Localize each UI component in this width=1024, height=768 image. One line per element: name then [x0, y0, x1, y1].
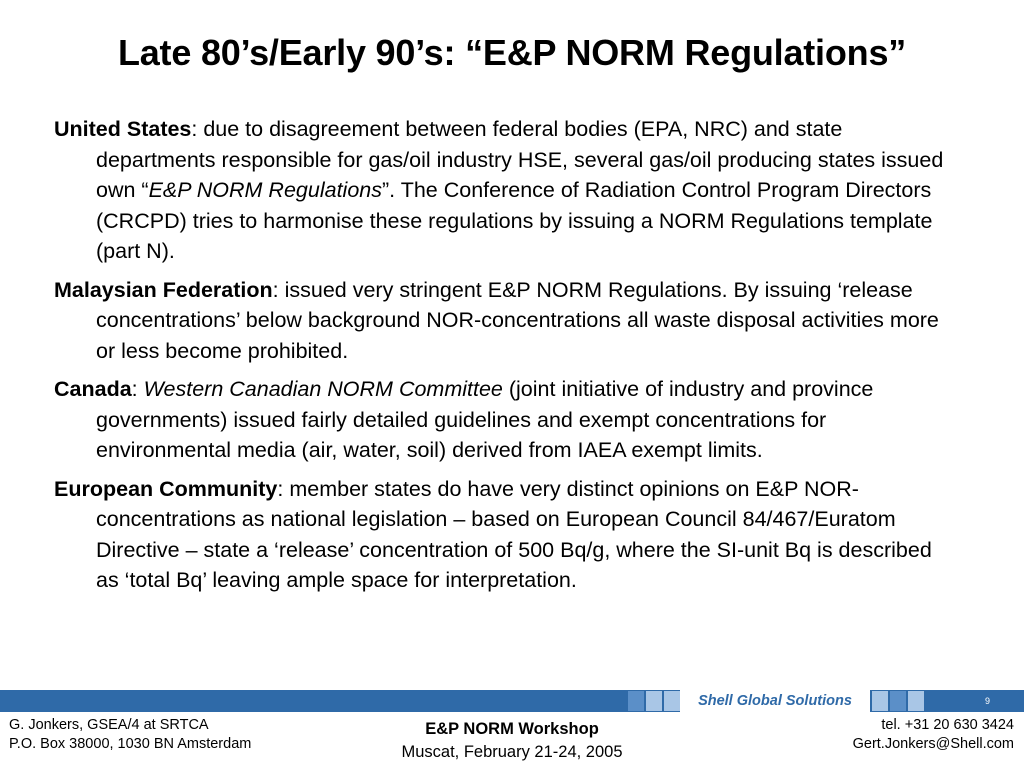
paragraph-label: European Community	[54, 476, 278, 501]
footer-author-line: G. Jonkers, GSEA/4 at SRTCA	[9, 717, 209, 733]
footer-event-title: E&P NORM Workshop	[425, 720, 599, 738]
paragraph-european-community: European Community: member states do hav…	[54, 474, 954, 596]
brand-logo-text: Shell Global Solutions	[680, 690, 870, 712]
footer-author: G. Jonkers, GSEA/4 at SRTCA P.O. Box 380…	[9, 716, 251, 754]
square-icon	[664, 691, 680, 711]
paragraph-label: Canada	[54, 377, 132, 401]
paragraph-text: ”. The Conference of Radiation Control P…	[96, 178, 933, 263]
footer-contact: tel. +31 20 630 3424 Gert.Jonkers@Shell.…	[853, 716, 1014, 754]
paragraph-emphasis: E&P NORM Regulations	[148, 178, 382, 202]
paragraph-malaysian-federation: Malaysian Federation: issued very string…	[54, 275, 954, 367]
square-icon	[872, 691, 888, 711]
paragraph-text: : issued very stringent E&P NORM Regulat…	[96, 277, 939, 363]
paragraph-label: United States	[54, 117, 192, 141]
decorative-squares-right	[872, 690, 926, 712]
footer-phone: tel. +31 20 630 3424	[881, 717, 1014, 733]
square-icon	[646, 691, 662, 711]
slide-body: United States: due to disagreement betwe…	[54, 114, 954, 604]
footer-bar: Shell Global Solutions 9	[0, 690, 1024, 712]
decorative-squares-left	[628, 690, 682, 712]
paragraph-text: : member states do have very distinct op…	[96, 476, 932, 593]
footer-address-line: P.O. Box 38000, 1030 BN Amsterdam	[9, 736, 252, 752]
slide-title: Late 80’s/Early 90’s: “E&P NORM Regulati…	[117, 32, 907, 73]
square-icon	[908, 691, 924, 711]
paragraph-label: Malaysian Federation	[54, 277, 273, 302]
square-icon	[628, 691, 644, 711]
paragraph-text: (joint initiative of industry and provin…	[96, 377, 874, 462]
footer-email: Gert.Jonkers@Shell.com	[852, 736, 1014, 752]
footer-event: E&P NORM Workshop Muscat, February 21-24…	[0, 718, 1024, 764]
page-number: 9	[984, 696, 990, 706]
paragraph-text: :	[131, 377, 144, 401]
square-icon	[890, 691, 906, 711]
paragraph-text: : due to disagreement between federal bo…	[96, 117, 944, 202]
paragraph-canada: Canada: Western Canadian NORM Committee …	[54, 374, 954, 466]
footer-event-date: Muscat, February 21-24, 2005	[401, 743, 623, 761]
paragraph-united-states: United States: due to disagreement betwe…	[54, 114, 954, 267]
paragraph-emphasis: Western Canadian NORM Committee	[143, 377, 503, 401]
